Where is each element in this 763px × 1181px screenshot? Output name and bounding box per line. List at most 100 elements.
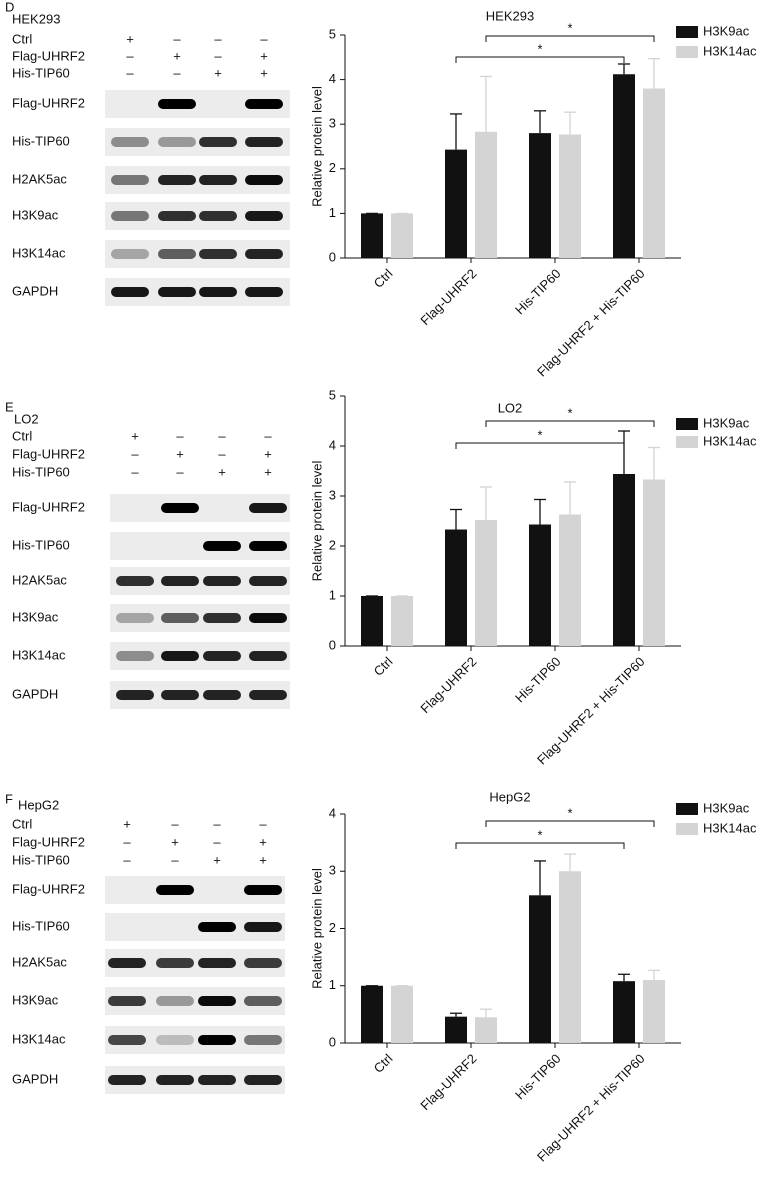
error-bar bbox=[564, 853, 576, 872]
x-tick-label: Ctrl bbox=[371, 654, 396, 679]
x-tick-label: Flag-UHRF2 bbox=[417, 1051, 479, 1113]
condition-sign: – bbox=[123, 852, 131, 867]
bar bbox=[643, 980, 665, 1043]
significance-bracket bbox=[485, 820, 655, 827]
condition-sign: – bbox=[171, 816, 179, 831]
blot-band bbox=[156, 1035, 194, 1045]
error-bar bbox=[480, 75, 492, 132]
error-bar bbox=[618, 973, 630, 982]
error-bar bbox=[618, 63, 630, 75]
blot-band bbox=[249, 651, 287, 661]
condition-sign: – bbox=[171, 852, 179, 867]
condition-sign: – bbox=[131, 446, 139, 461]
blot-band bbox=[199, 137, 237, 147]
blot-band bbox=[245, 137, 283, 147]
condition-sign: + bbox=[218, 464, 226, 479]
y-tick-label: 2 bbox=[329, 537, 336, 552]
blot-label: H3K14ac bbox=[12, 245, 66, 260]
bar bbox=[361, 985, 383, 1043]
blot-label: H3K9ac bbox=[12, 207, 59, 222]
legend-swatch bbox=[676, 436, 698, 448]
blot-label: H3K14ac bbox=[12, 647, 66, 662]
condition-sign: – bbox=[214, 48, 222, 63]
blot-band bbox=[244, 922, 282, 932]
blot-band bbox=[198, 1075, 236, 1085]
condition-sign: + bbox=[260, 65, 268, 80]
blot-band bbox=[245, 99, 283, 109]
bar bbox=[643, 88, 665, 259]
condition-sign: + bbox=[259, 852, 267, 867]
condition-sign: + bbox=[213, 852, 221, 867]
blot-label: GAPDH bbox=[12, 686, 58, 701]
condition-sign: + bbox=[126, 31, 134, 46]
blot-band bbox=[158, 175, 196, 185]
y-tick-label: 5 bbox=[329, 26, 336, 41]
blot-band bbox=[108, 1075, 146, 1085]
blot-band bbox=[161, 576, 199, 586]
bar bbox=[613, 981, 635, 1043]
blot-band bbox=[199, 175, 237, 185]
error-bar bbox=[450, 508, 462, 530]
blot-band bbox=[156, 996, 194, 1006]
error-bar bbox=[450, 113, 462, 150]
error-bar bbox=[564, 111, 576, 135]
bar bbox=[361, 596, 383, 646]
blot-label: Flag-UHRF2 bbox=[12, 95, 85, 110]
blot-band bbox=[156, 885, 194, 895]
condition-sign: + bbox=[264, 446, 272, 461]
error-bar bbox=[534, 110, 546, 134]
condition-label: Ctrl bbox=[12, 816, 32, 831]
y-tick-label: 0 bbox=[329, 249, 336, 264]
y-axis-label: Relative protein level bbox=[309, 868, 324, 989]
blot-band bbox=[158, 137, 196, 147]
blot-band bbox=[249, 503, 287, 513]
legend-label: H3K9ac bbox=[703, 415, 750, 430]
error-bar bbox=[534, 498, 546, 525]
significance-label: * bbox=[567, 805, 572, 820]
legend-label: H3K9ac bbox=[703, 23, 750, 38]
chart-title: LO2 bbox=[498, 400, 523, 415]
bar bbox=[613, 74, 635, 258]
x-tick-label: His-TIP60 bbox=[512, 266, 563, 317]
blot-label: His-TIP60 bbox=[12, 537, 70, 552]
condition-sign: – bbox=[176, 428, 184, 443]
condition-sign: – bbox=[218, 446, 226, 461]
blot-band bbox=[244, 1075, 282, 1085]
bar bbox=[391, 596, 413, 646]
condition-label: Flag-UHRF2 bbox=[12, 834, 85, 849]
bar bbox=[391, 985, 413, 1043]
cell-line: LO2 bbox=[14, 411, 39, 426]
condition-sign: – bbox=[260, 31, 268, 46]
x-tick-label: His-TIP60 bbox=[512, 1051, 563, 1102]
blot-band bbox=[244, 1035, 282, 1045]
y-tick-label: 0 bbox=[329, 1034, 336, 1049]
significance-label: * bbox=[537, 827, 542, 842]
error-bar bbox=[648, 57, 660, 89]
condition-sign: + bbox=[176, 446, 184, 461]
blot-band bbox=[108, 1035, 146, 1045]
bar bbox=[361, 213, 383, 258]
blot-band bbox=[199, 249, 237, 259]
significance-label: * bbox=[567, 405, 572, 420]
condition-label: Flag-UHRF2 bbox=[12, 48, 85, 63]
blot-band bbox=[203, 541, 241, 551]
significance-bracket bbox=[455, 56, 625, 63]
x-tick-label: Flag-UHRF2 bbox=[417, 654, 479, 716]
condition-sign: – bbox=[264, 428, 272, 443]
blot-band bbox=[199, 287, 237, 297]
x-tick-label: Flag-UHRF2 bbox=[417, 266, 479, 328]
blot-label: H3K9ac bbox=[12, 609, 59, 624]
condition-sign: + bbox=[131, 428, 139, 443]
y-tick-label: 0 bbox=[329, 637, 336, 652]
blot-band bbox=[244, 996, 282, 1006]
condition-label: Flag-UHRF2 bbox=[12, 446, 85, 461]
blot-band bbox=[111, 211, 149, 221]
error-bar bbox=[480, 1008, 492, 1018]
error-bar bbox=[618, 430, 630, 474]
bar bbox=[529, 524, 551, 646]
bar bbox=[613, 474, 635, 646]
bar bbox=[559, 134, 581, 258]
blot-band bbox=[116, 576, 154, 586]
y-tick-label: 3 bbox=[329, 116, 336, 131]
condition-sign: + bbox=[171, 834, 179, 849]
